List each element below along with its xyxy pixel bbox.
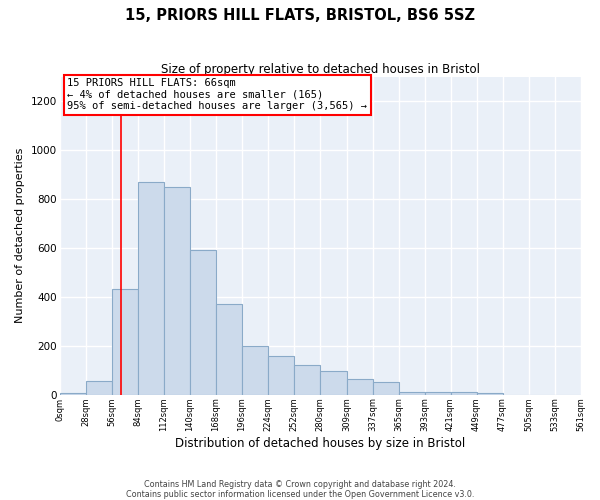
Bar (320, 372, 347, 394)
Bar (347, 379, 373, 394)
Bar (164, 186, 190, 394)
Bar (373, 382, 398, 394)
X-axis label: Distribution of detached houses by size in Bristol: Distribution of detached houses by size … (175, 437, 465, 450)
Bar (86, 381, 112, 394)
Bar (137, 182, 164, 394)
Bar (242, 346, 268, 395)
Bar (425, 392, 451, 394)
Bar (398, 392, 425, 394)
Y-axis label: Number of detached properties: Number of detached properties (15, 148, 25, 324)
Text: 15, PRIORS HILL FLATS, BRISTOL, BS6 5SZ: 15, PRIORS HILL FLATS, BRISTOL, BS6 5SZ (125, 8, 475, 22)
Bar (190, 250, 215, 394)
Text: Contains HM Land Registry data © Crown copyright and database right 2024.
Contai: Contains HM Land Registry data © Crown c… (126, 480, 474, 499)
Bar (451, 392, 476, 394)
Text: 15 PRIORS HILL FLATS: 66sqm
← 4% of detached houses are smaller (165)
95% of sem: 15 PRIORS HILL FLATS: 66sqm ← 4% of deta… (67, 78, 367, 112)
Bar (293, 366, 320, 394)
Title: Size of property relative to detached houses in Bristol: Size of property relative to detached ho… (161, 62, 479, 76)
Bar (215, 304, 242, 394)
Bar (112, 290, 137, 395)
Bar (268, 356, 293, 395)
